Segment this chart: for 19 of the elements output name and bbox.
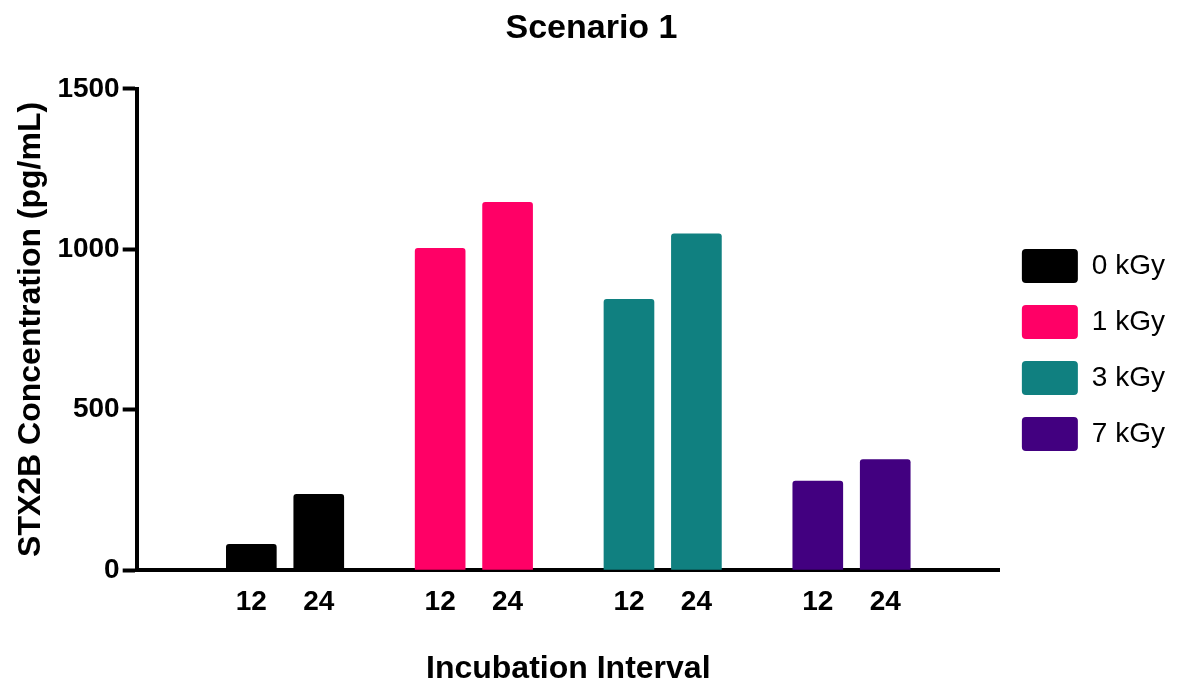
x-tick-label: 24 [303,584,335,616]
y-axis-title: STX2B Concentration (pg/mL) [11,101,48,557]
chart-title: Scenario 1 [505,6,678,45]
legend-label: 7 kGy [1091,416,1166,448]
x-tick-label: 12 [802,584,834,616]
y-tick-label: 1000 [57,231,120,263]
x-axis-title: Incubation Interval [426,648,711,685]
x-tick-label: 12 [424,584,456,616]
legend-label: 0 kGy [1091,248,1166,280]
x-tick-label: 12 [235,584,267,616]
y-tick-label: 500 [72,392,120,424]
x-tick-label: 24 [492,584,524,616]
x-tick-label: 12 [613,584,645,616]
legend-label: 3 kGy [1091,360,1166,392]
x-tick-label: 24 [869,584,902,616]
x-tick-label: 24 [680,584,713,616]
y-tick-label: 0 [104,552,120,584]
legend-label: 1 kGy [1091,304,1166,336]
y-tick-label: 1500 [57,71,120,103]
